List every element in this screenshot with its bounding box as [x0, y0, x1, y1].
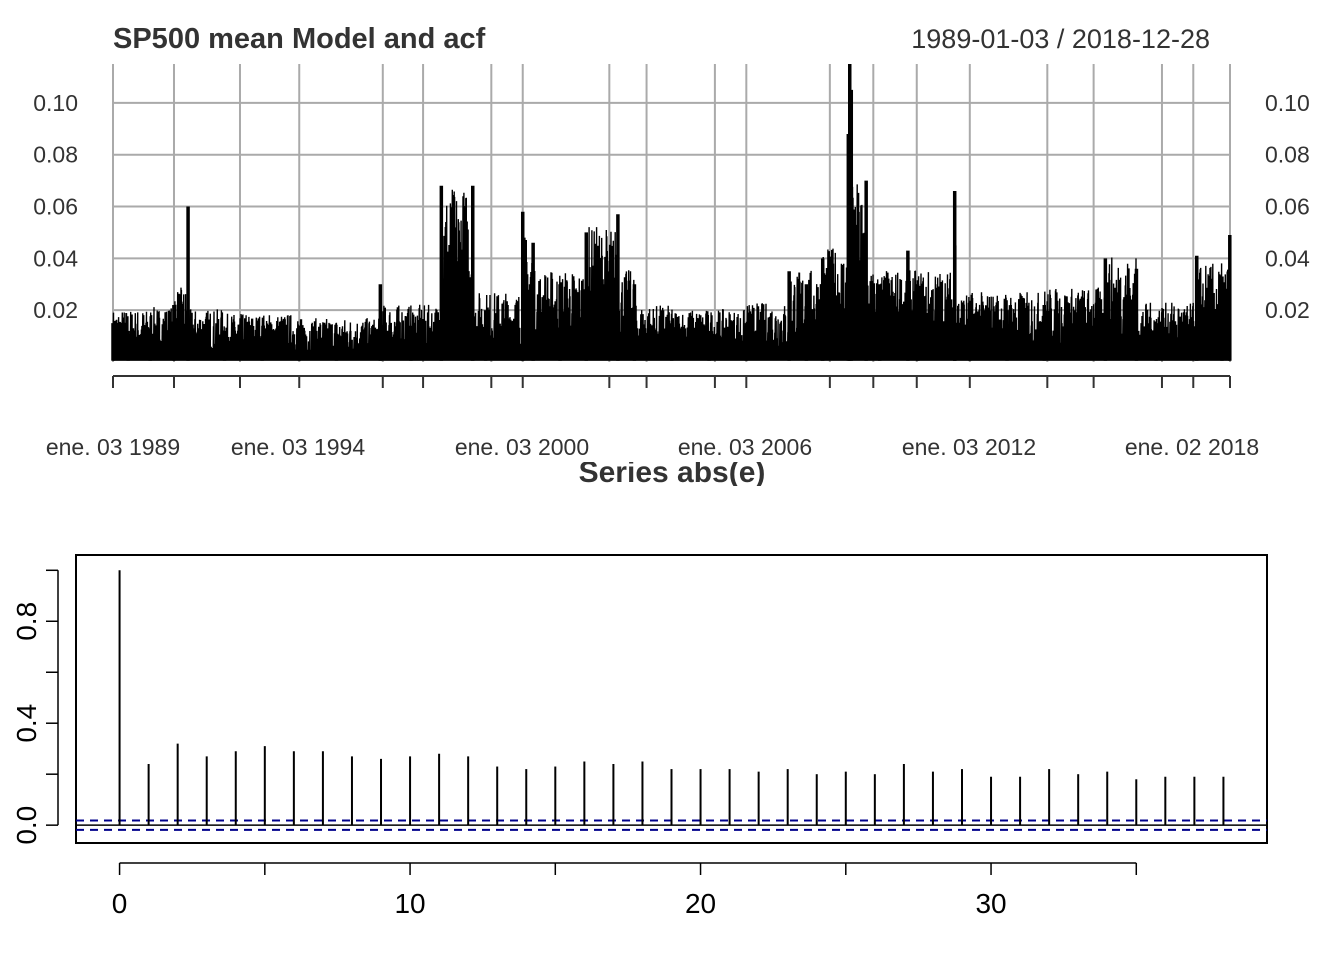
- top-x-tick-label: ene. 02 2018: [1125, 434, 1259, 460]
- top-y-tick-label-right: 0.04: [1265, 245, 1310, 271]
- top-x-tick-label: ene. 03 2012: [902, 434, 1036, 460]
- overlapped-xlabel: Series abs(e): [579, 456, 766, 489]
- top-x-tick-label: ene. 03 2000: [455, 434, 589, 460]
- top-y-tick-label-left: 0.08: [33, 142, 78, 168]
- acf-x-tick-label: 30: [975, 888, 1006, 919]
- acf-x-tick-label: 0: [112, 888, 128, 919]
- top-x-tick-label: ene. 03 1994: [231, 434, 366, 460]
- acf-y-tick-label: 0.4: [11, 704, 42, 743]
- top-y-tick-label-left: 0.02: [33, 297, 78, 323]
- top-y-tick-label-right: 0.06: [1265, 194, 1310, 220]
- acf-x-tick-label: 20: [685, 888, 716, 919]
- acf-y-tick-label: 0.8: [11, 602, 42, 641]
- acf-y-tick-label: 0.0: [11, 806, 42, 845]
- top-chart-x-axis: ene. 03 1989 ene. 03 1994 ene. 03 2000 ene.…: [46, 375, 1259, 460]
- top-series-background: [112, 112, 1231, 361]
- top-x-tick-label: ene. 03 2006: [678, 434, 812, 460]
- top-x-tick-label: ene. 03 1989: [46, 434, 180, 460]
- top-y-tick-label-right: 0.02: [1265, 297, 1310, 323]
- top-y-tick-label-left: 0.10: [33, 90, 78, 116]
- top-chart-series: [111, 64, 1232, 361]
- top-chart-y-axis-left: 0.02 0.04 0.06 0.08 0.10: [33, 90, 78, 323]
- top-y-tick-label-left: 0.04: [33, 245, 78, 271]
- top-series-floor: [113, 354, 1230, 361]
- acf-y-axis: 0.0 0.4 0.8: [11, 569, 59, 845]
- acf-bars: [118, 570, 1225, 826]
- top-chart-date-range: 1989-01-03 / 2018-12-28: [911, 24, 1210, 54]
- acf-plot-box: [75, 554, 1268, 844]
- acf-x-axis: 0 10 20 30: [112, 862, 1138, 919]
- top-chart-y-axis-right: 0.02 0.04 0.06 0.08 0.10: [1265, 90, 1310, 323]
- top-y-tick-label-right: 0.10: [1265, 90, 1310, 116]
- acf-x-tick-label: 10: [394, 888, 425, 919]
- top-y-tick-label-right: 0.08: [1265, 142, 1310, 168]
- top-y-tick-label-left: 0.06: [33, 194, 78, 220]
- top-chart-title: SP500 mean Model and acf: [113, 23, 486, 55]
